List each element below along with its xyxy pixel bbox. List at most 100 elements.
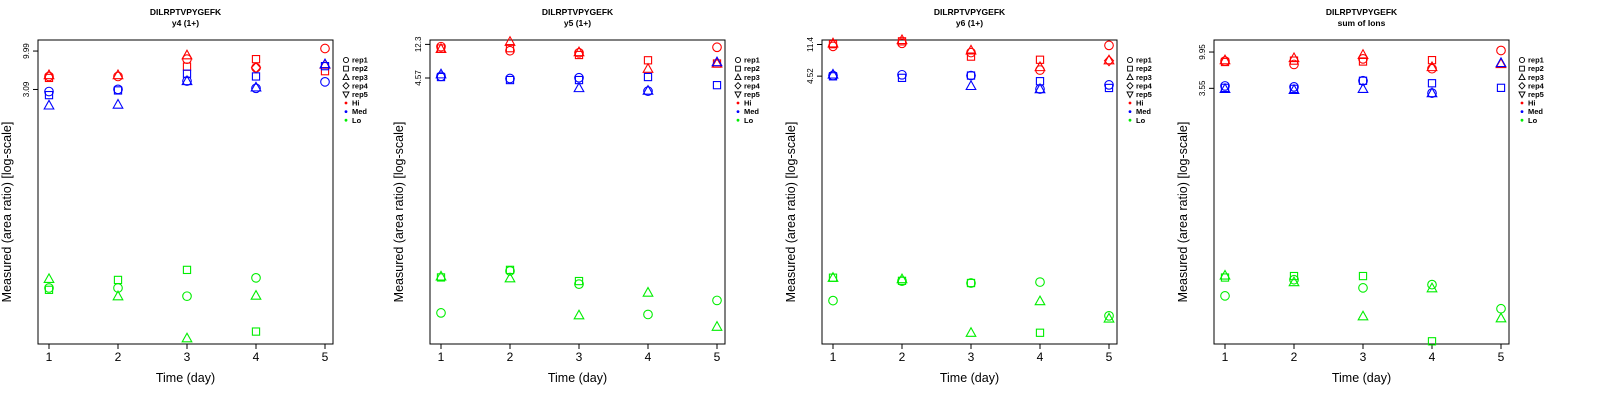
legend-marker-hi xyxy=(344,101,348,105)
data-point-hi-rep1 xyxy=(1427,63,1437,74)
data-point-hi-rep2 xyxy=(44,73,54,83)
data-point-hi-rep3 xyxy=(896,33,908,45)
data-point-med-rep1 xyxy=(643,86,653,97)
x-tick-label: 1 xyxy=(46,350,53,364)
data-point-lo-rep1 xyxy=(44,283,54,293)
data-point-hi-rep2 xyxy=(1427,56,1437,65)
legend-label-rep3: rep3 xyxy=(352,73,368,82)
data-point-med-rep2 xyxy=(897,73,907,83)
data-point-lo-rep1 xyxy=(574,279,584,290)
y-tick-label: 3.55 xyxy=(1198,80,1207,96)
chart-subtitle: sum of Ions xyxy=(1338,18,1386,28)
legend-label-med: Med xyxy=(744,107,759,116)
data-point-hi-rep3 xyxy=(43,68,55,80)
data-point-lo-rep3 xyxy=(1034,295,1046,306)
y-tick-label: 11.4 xyxy=(806,36,815,52)
data-point-med-rep2 xyxy=(505,75,515,85)
legend-marker-hi xyxy=(1520,101,1524,105)
legend-marker-lo xyxy=(736,118,740,122)
data-point-hi-rep2 xyxy=(182,62,192,71)
data-point-lo-rep3 xyxy=(1103,312,1115,323)
legend-label-med: Med xyxy=(1528,107,1543,116)
legend-marker-rep4 xyxy=(1126,81,1134,90)
data-point-med-rep2 xyxy=(113,86,123,95)
legend-marker-rep1 xyxy=(342,56,350,64)
data-point-med-rep1 xyxy=(574,72,584,83)
data-point-lo-rep2 xyxy=(574,276,584,286)
x-tick-label: 2 xyxy=(507,350,514,364)
legend-label-rep5: rep5 xyxy=(1136,90,1152,99)
x-tick-label: 2 xyxy=(115,350,122,364)
data-point-med-rep1 xyxy=(1104,80,1114,90)
data-point-hi-rep1 xyxy=(1289,59,1299,70)
data-point-lo-rep1 xyxy=(1289,274,1299,285)
data-point-med-rep1 xyxy=(251,83,261,94)
legend-label-rep5: rep5 xyxy=(744,90,760,99)
x-tick-label: 4 xyxy=(253,350,260,364)
data-point-lo-rep1 xyxy=(1035,277,1045,287)
data-point-med-rep3 xyxy=(435,68,447,79)
data-point-hi-rep3 xyxy=(504,35,516,46)
data-point-med-rep1 xyxy=(897,69,907,80)
legend-label-rep4: rep4 xyxy=(352,81,369,90)
data-point-lo-rep3 xyxy=(1426,282,1438,293)
legend-marker-rep3 xyxy=(734,73,742,81)
data-point-hi-rep2 xyxy=(1035,55,1045,64)
chart-subtitle: y4 (1+) xyxy=(172,18,199,28)
legend-marker-lo xyxy=(1128,118,1132,122)
data-point-lo-rep3 xyxy=(642,286,654,297)
legend-label-rep4: rep4 xyxy=(744,81,761,90)
y-tick-label: 9.95 xyxy=(1198,44,1207,60)
plot-frame xyxy=(821,39,1118,345)
data-point-hi-rep1 xyxy=(436,41,446,52)
data-point-lo-rep3 xyxy=(435,270,447,281)
data-point-lo-rep3 xyxy=(1219,269,1231,280)
legend-label-hi: Hi xyxy=(352,99,360,108)
data-point-med-rep3 xyxy=(250,81,262,92)
data-point-med-rep3 xyxy=(181,74,193,86)
chart-subtitle: y6 (1+) xyxy=(956,18,983,28)
data-point-lo-rep1 xyxy=(182,291,192,302)
data-point-med-rep2 xyxy=(712,81,722,90)
plot-frame xyxy=(1213,39,1510,345)
data-point-hi-rep3 xyxy=(642,62,654,73)
data-point-lo-rep3 xyxy=(250,289,262,300)
y-axis-label: Measured (area ratio) [log-scale] xyxy=(392,122,406,303)
data-point-hi-rep3 xyxy=(711,57,723,68)
x-tick-label: 4 xyxy=(645,350,652,364)
data-point-lo-rep3 xyxy=(504,272,516,283)
data-point-lo-rep3 xyxy=(112,290,124,301)
legend-marker-med xyxy=(344,110,348,113)
y-axis-label: Measured (area ratio) [log-scale] xyxy=(1176,122,1190,303)
data-point-med-rep2 xyxy=(251,72,261,81)
legend-label-rep2: rep2 xyxy=(744,64,760,73)
legend-marker-rep3 xyxy=(342,73,350,81)
data-point-med-rep1 xyxy=(1220,81,1230,91)
y-tick-label: 3.09 xyxy=(22,81,31,97)
legend-label-hi: Hi xyxy=(1528,99,1536,108)
data-point-hi-rep2 xyxy=(505,44,515,53)
data-point-med-rep2 xyxy=(44,90,54,100)
data-point-med-rep1 xyxy=(44,86,54,97)
data-point-lo-rep3 xyxy=(1357,310,1369,321)
legend-marker-rep2 xyxy=(1127,65,1133,72)
x-tick-label: 2 xyxy=(899,350,906,364)
data-point-lo-rep1 xyxy=(1358,283,1368,293)
data-point-med-rep3 xyxy=(1426,86,1438,98)
legend-marker-rep1 xyxy=(734,56,742,64)
data-point-med-rep2 xyxy=(966,71,976,80)
x-axis-label: Time (day) xyxy=(1332,371,1391,385)
data-point-med-rep2 xyxy=(643,72,653,82)
data-point-med-rep2 xyxy=(182,69,192,78)
data-point-med-rep3 xyxy=(1034,82,1046,94)
legend-marker-rep2 xyxy=(343,65,349,72)
chart-title: DILRPTVPYGEFK xyxy=(542,7,614,17)
data-point-lo-rep3 xyxy=(711,320,723,331)
x-tick-label: 3 xyxy=(968,350,975,364)
legend-label-rep3: rep3 xyxy=(1528,73,1544,82)
data-point-hi-rep1 xyxy=(1496,45,1506,56)
